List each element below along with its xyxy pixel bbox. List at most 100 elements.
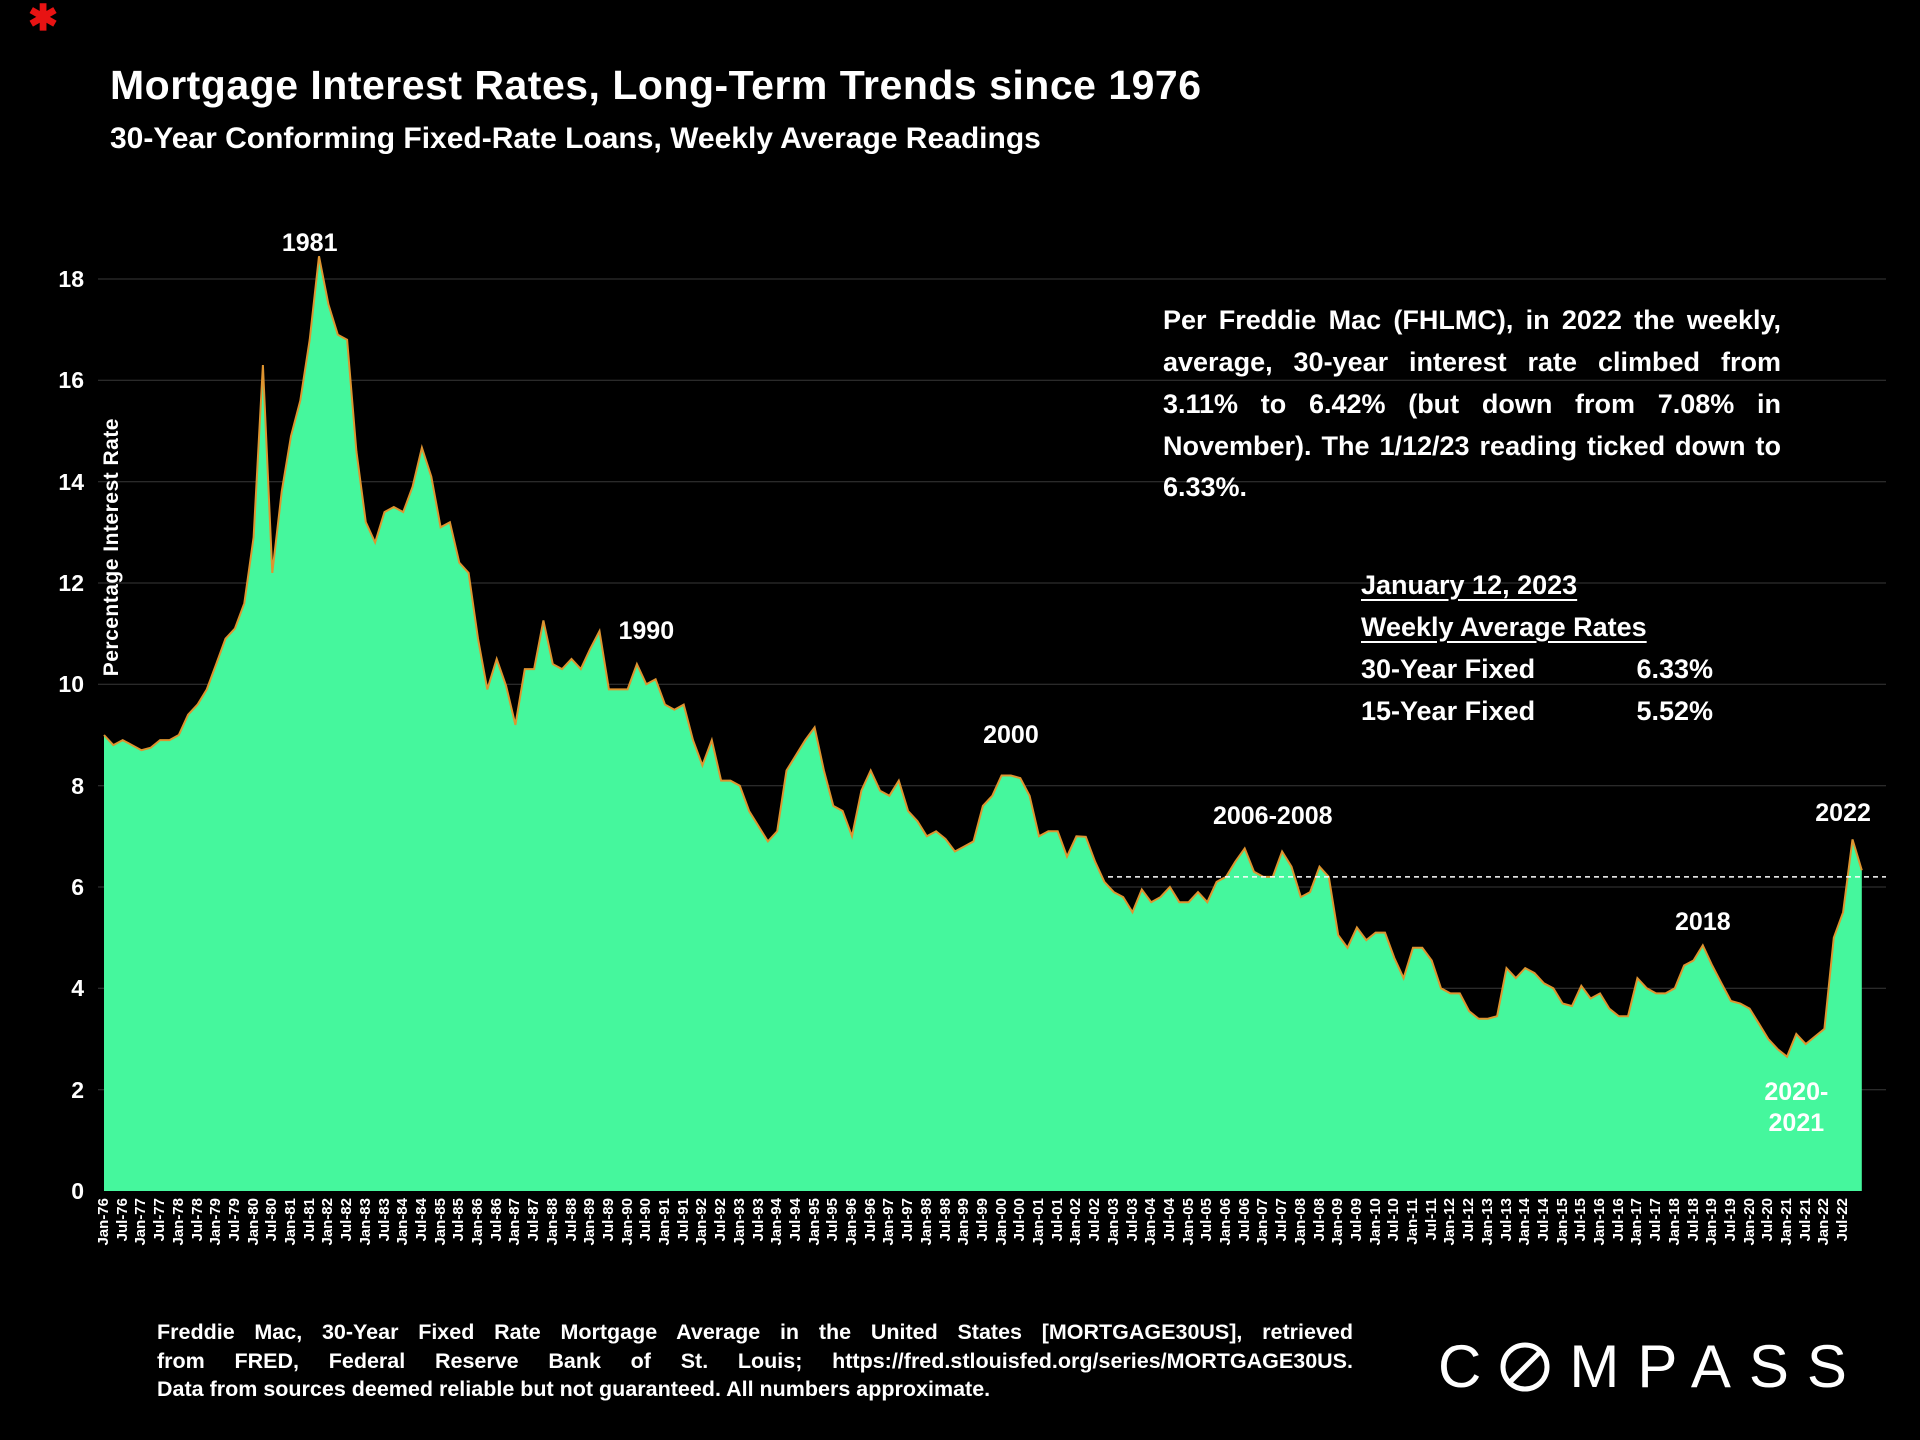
x-tick-label: Jan-88	[543, 1198, 561, 1246]
rate-row-15yr: 15-Year Fixed 5.52%	[1361, 691, 1713, 733]
y-tick-label: 2	[71, 1076, 84, 1103]
compass-needle-icon	[1500, 1342, 1550, 1391]
x-tick-label: Jan-17	[1628, 1198, 1646, 1246]
red-asterisk-icon: ✱	[28, 0, 59, 38]
x-tick-label: Jul-15	[1572, 1198, 1590, 1242]
x-tick-label: Jan-13	[1478, 1198, 1496, 1246]
x-tick-label: Jul-14	[1534, 1198, 1552, 1242]
y-tick-label: 18	[58, 265, 84, 292]
x-tick-label: Jul-08	[1310, 1198, 1328, 1242]
x-tick-label: Jan-00	[992, 1198, 1010, 1246]
x-tick-label: Jul-90	[637, 1198, 655, 1242]
chart-annotation: 2022	[1815, 799, 1871, 828]
x-tick-label: Jan-92	[693, 1198, 711, 1246]
compass-logo-text: C	[1438, 1333, 1500, 1400]
x-tick-label: Jul-19	[1721, 1198, 1739, 1242]
x-tick-label: Jul-13	[1497, 1198, 1515, 1242]
rate-series-outline	[103, 256, 1863, 1059]
commentary-paragraph: Per Freddie Mac (FHLMC), in 2022 the wee…	[1163, 305, 1781, 503]
y-tick-label: 16	[58, 367, 84, 394]
x-tick-label: Jan-07	[1254, 1198, 1272, 1246]
x-tick-label: Jan-93	[730, 1198, 748, 1246]
rate-label: 30-Year Fixed	[1361, 653, 1536, 684]
x-tick-label: Jan-96	[843, 1198, 860, 1246]
x-tick-label: Jul-78	[188, 1198, 206, 1242]
x-tick-label: Jan-09	[1329, 1198, 1347, 1246]
x-tick-label: Jan-95	[805, 1198, 823, 1246]
y-tick-label: 10	[58, 671, 84, 698]
source-line: Data from sources deemed reliable but no…	[157, 1377, 991, 1402]
x-tick-label: Jan-10	[1366, 1198, 1384, 1246]
source-line: from FRED, Federal Reserve Bank of St. L…	[157, 1348, 1353, 1373]
weekly-rates-panel: January 12, 2023 Weekly Average Rates 30…	[1361, 565, 1713, 732]
x-tick-label: Jan-11	[1404, 1198, 1421, 1245]
x-tick-label: Jul-88	[562, 1198, 580, 1242]
x-tick-label: Jul-11	[1422, 1198, 1440, 1241]
x-tick-label: Jan-82	[319, 1198, 337, 1246]
chart-annotation: 1981	[281, 229, 338, 258]
x-tick-label: Jul-82	[338, 1198, 356, 1242]
x-tick-label: Jan-08	[1291, 1198, 1309, 1246]
x-tick-label: Jul-22	[1834, 1198, 1852, 1242]
x-tick-label: Jul-77	[151, 1198, 169, 1242]
x-tick-label: Jan-20	[1740, 1198, 1758, 1246]
x-tick-label: Jul-80	[263, 1198, 281, 1242]
x-tick-label: Jan-81	[282, 1198, 299, 1246]
chart-annotation: 2018	[1675, 908, 1731, 937]
x-tick-label: Jan-86	[469, 1198, 486, 1246]
chart-annotation: 2020- 2021	[1764, 1077, 1829, 1138]
source-attribution: Freddie Mac, 30-Year Fixed Rate Mortgage…	[157, 1318, 1353, 1404]
x-tick-label: Jan-97	[880, 1198, 898, 1246]
x-tick-label: Jul-00	[1011, 1198, 1029, 1242]
rate-value: 6.33%	[1636, 653, 1713, 684]
x-tick-label: Jan-79	[207, 1198, 225, 1246]
x-tick-label: Jan-84	[394, 1198, 412, 1246]
rates-panel-heading: Weekly Average Rates	[1361, 611, 1647, 642]
x-tick-label: Jul-91	[674, 1198, 692, 1242]
chart-annotation: 2006-2008	[1212, 801, 1333, 830]
y-tick-label: 12	[58, 569, 84, 596]
x-tick-label: Jan-22	[1815, 1198, 1833, 1246]
mortgage-rate-area-chart	[98, 256, 1886, 1191]
x-tick-label: Jul-95	[824, 1198, 842, 1242]
compass-logo-text: MPASS	[1569, 1333, 1865, 1400]
x-tick-label: Jan-12	[1441, 1198, 1459, 1246]
x-tick-label: Jan-03	[1104, 1198, 1122, 1246]
x-tick-label: Jul-93	[749, 1198, 767, 1242]
x-tick-label: Jul-02	[1086, 1198, 1104, 1242]
x-tick-label: Jul-76	[113, 1198, 131, 1242]
x-tick-label: Jan-16	[1591, 1198, 1608, 1246]
rate-area-series	[104, 256, 1862, 1191]
x-tick-label: Jan-90	[618, 1198, 636, 1246]
x-tick-label: Jul-12	[1460, 1198, 1478, 1242]
y-axis-title: Percentage Interest Rate	[100, 418, 123, 677]
y-tick-label: 14	[58, 468, 84, 495]
x-tick-label: Jan-19	[1703, 1198, 1721, 1246]
x-tick-label: Jul-05	[1198, 1198, 1216, 1242]
x-tick-label: Jul-01	[1048, 1198, 1066, 1242]
rate-label: 15-Year Fixed	[1361, 695, 1536, 726]
x-tick-label: Jan-76	[95, 1198, 112, 1246]
x-tick-label: Jan-89	[581, 1198, 599, 1246]
chart-annotation: 2000	[983, 720, 1039, 749]
x-tick-label: Jul-18	[1684, 1198, 1702, 1242]
x-tick-label: Jul-17	[1647, 1198, 1665, 1242]
x-tick-label: Jul-98	[936, 1198, 954, 1242]
y-tick-label: 0	[71, 1178, 84, 1204]
x-tick-label: Jul-97	[899, 1198, 917, 1242]
x-tick-label: Jan-85	[431, 1198, 449, 1246]
source-line: Freddie Mac, 30-Year Fixed Rate Mortgage…	[157, 1320, 1353, 1344]
x-tick-label: Jul-10	[1385, 1198, 1403, 1242]
x-tick-label: Jul-09	[1347, 1198, 1365, 1242]
x-tick-label: Jan-91	[656, 1198, 673, 1246]
x-tick-label: Jan-77	[132, 1198, 150, 1246]
x-tick-label: Jul-16	[1609, 1198, 1627, 1242]
x-tick-label: Jul-83	[375, 1198, 393, 1242]
x-tick-label: Jan-94	[768, 1198, 786, 1246]
rate-value: 5.52%	[1636, 695, 1713, 726]
x-tick-label: Jan-98	[917, 1198, 935, 1246]
x-tick-label: Jul-20	[1759, 1198, 1777, 1242]
x-tick-label: Jul-92	[712, 1198, 730, 1242]
y-tick-label: 8	[71, 772, 84, 799]
